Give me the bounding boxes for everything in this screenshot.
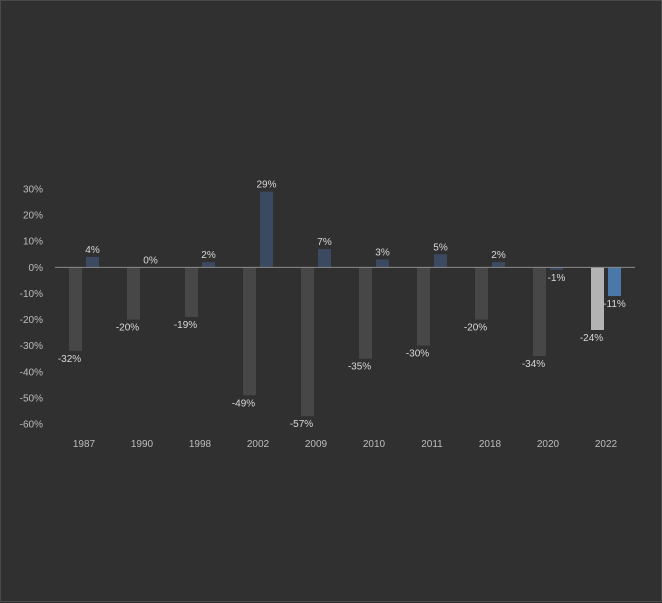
bar-series-2-1987 [86,256,99,268]
bar-series-2-2020 [550,267,563,270]
y-tick-label: 30% [23,185,43,196]
data-label: -19% [174,320,197,331]
data-label: -1% [548,273,566,284]
x-tick-label: 1987 [73,439,96,450]
y-tick-label: -30% [20,341,43,352]
data-label: 5% [433,242,448,253]
y-axis: 30% 20% 10% 0% -10% -20% -30% -40% -50% -60% [20,185,43,431]
bar-series-1-2018 [475,267,488,320]
x-tick-label: 2020 [537,439,560,450]
data-labels: -32% 4% -20% 0% -19% 2% -49% 29% -57% 7% -35% 3% -30… [58,180,626,431]
x-tick-label: 2018 [479,439,502,450]
data-label: -30% [406,349,429,360]
y-tick-label: 10% [23,237,43,248]
bar-series-1-1998 [185,267,198,317]
bar-series-2-1998 [202,262,215,268]
x-tick-label: 1998 [189,439,212,450]
bar-series-2-2002 [260,191,273,268]
y-tick-label: 0% [29,263,44,274]
y-tick-label: -20% [20,315,43,326]
data-label: -24% [580,333,603,344]
data-label: 4% [85,245,100,256]
y-tick-label: 20% [23,211,43,222]
bar-series-2-2011 [434,254,447,268]
data-label: -32% [58,354,81,365]
x-tick-label: 2009 [305,439,328,450]
x-axis: 1987 1990 1998 2002 2009 2010 2011 2018 2020 2022 [73,439,618,450]
data-label: 0% [143,255,158,266]
data-label: -11% [603,299,626,310]
bar-series-1-2010 [359,267,372,359]
bar-series-1-2011 [417,267,430,346]
data-label: 7% [317,237,332,248]
bar-series-1-2002 [243,267,256,396]
y-tick-label: -40% [20,367,43,378]
data-label: -20% [464,323,487,334]
x-tick-label: 2022 [595,439,618,450]
y-tick-label: -10% [20,289,43,300]
x-tick-label: 1990 [131,439,154,450]
data-label: -49% [232,398,255,409]
data-label: -20% [116,323,139,334]
bar-series-2-2010 [376,259,389,268]
data-label: 29% [256,180,276,191]
y-tick-label: -60% [20,420,43,431]
data-label: -57% [290,419,313,430]
bars [69,191,621,417]
data-label: -35% [348,362,371,373]
x-tick-label: 2002 [247,439,270,450]
y-tick-label: -50% [20,393,43,404]
data-label: 2% [201,250,216,261]
data-label: 3% [375,248,390,259]
x-tick-label: 2011 [421,439,443,450]
bar-series-1-2009 [301,267,314,417]
bar-series-1-2020 [533,267,546,357]
data-label: 2% [491,250,506,261]
bar-series-2-2022 [608,267,621,297]
bar-series-2-2009 [318,249,331,268]
bar-series-1-1990 [127,267,140,320]
bar-series-1-2022 [591,267,604,330]
bar-series-1-1987 [69,267,82,351]
data-label: -34% [522,359,545,370]
bar-series-2-2018 [492,262,505,268]
x-tick-label: 2010 [363,439,386,450]
